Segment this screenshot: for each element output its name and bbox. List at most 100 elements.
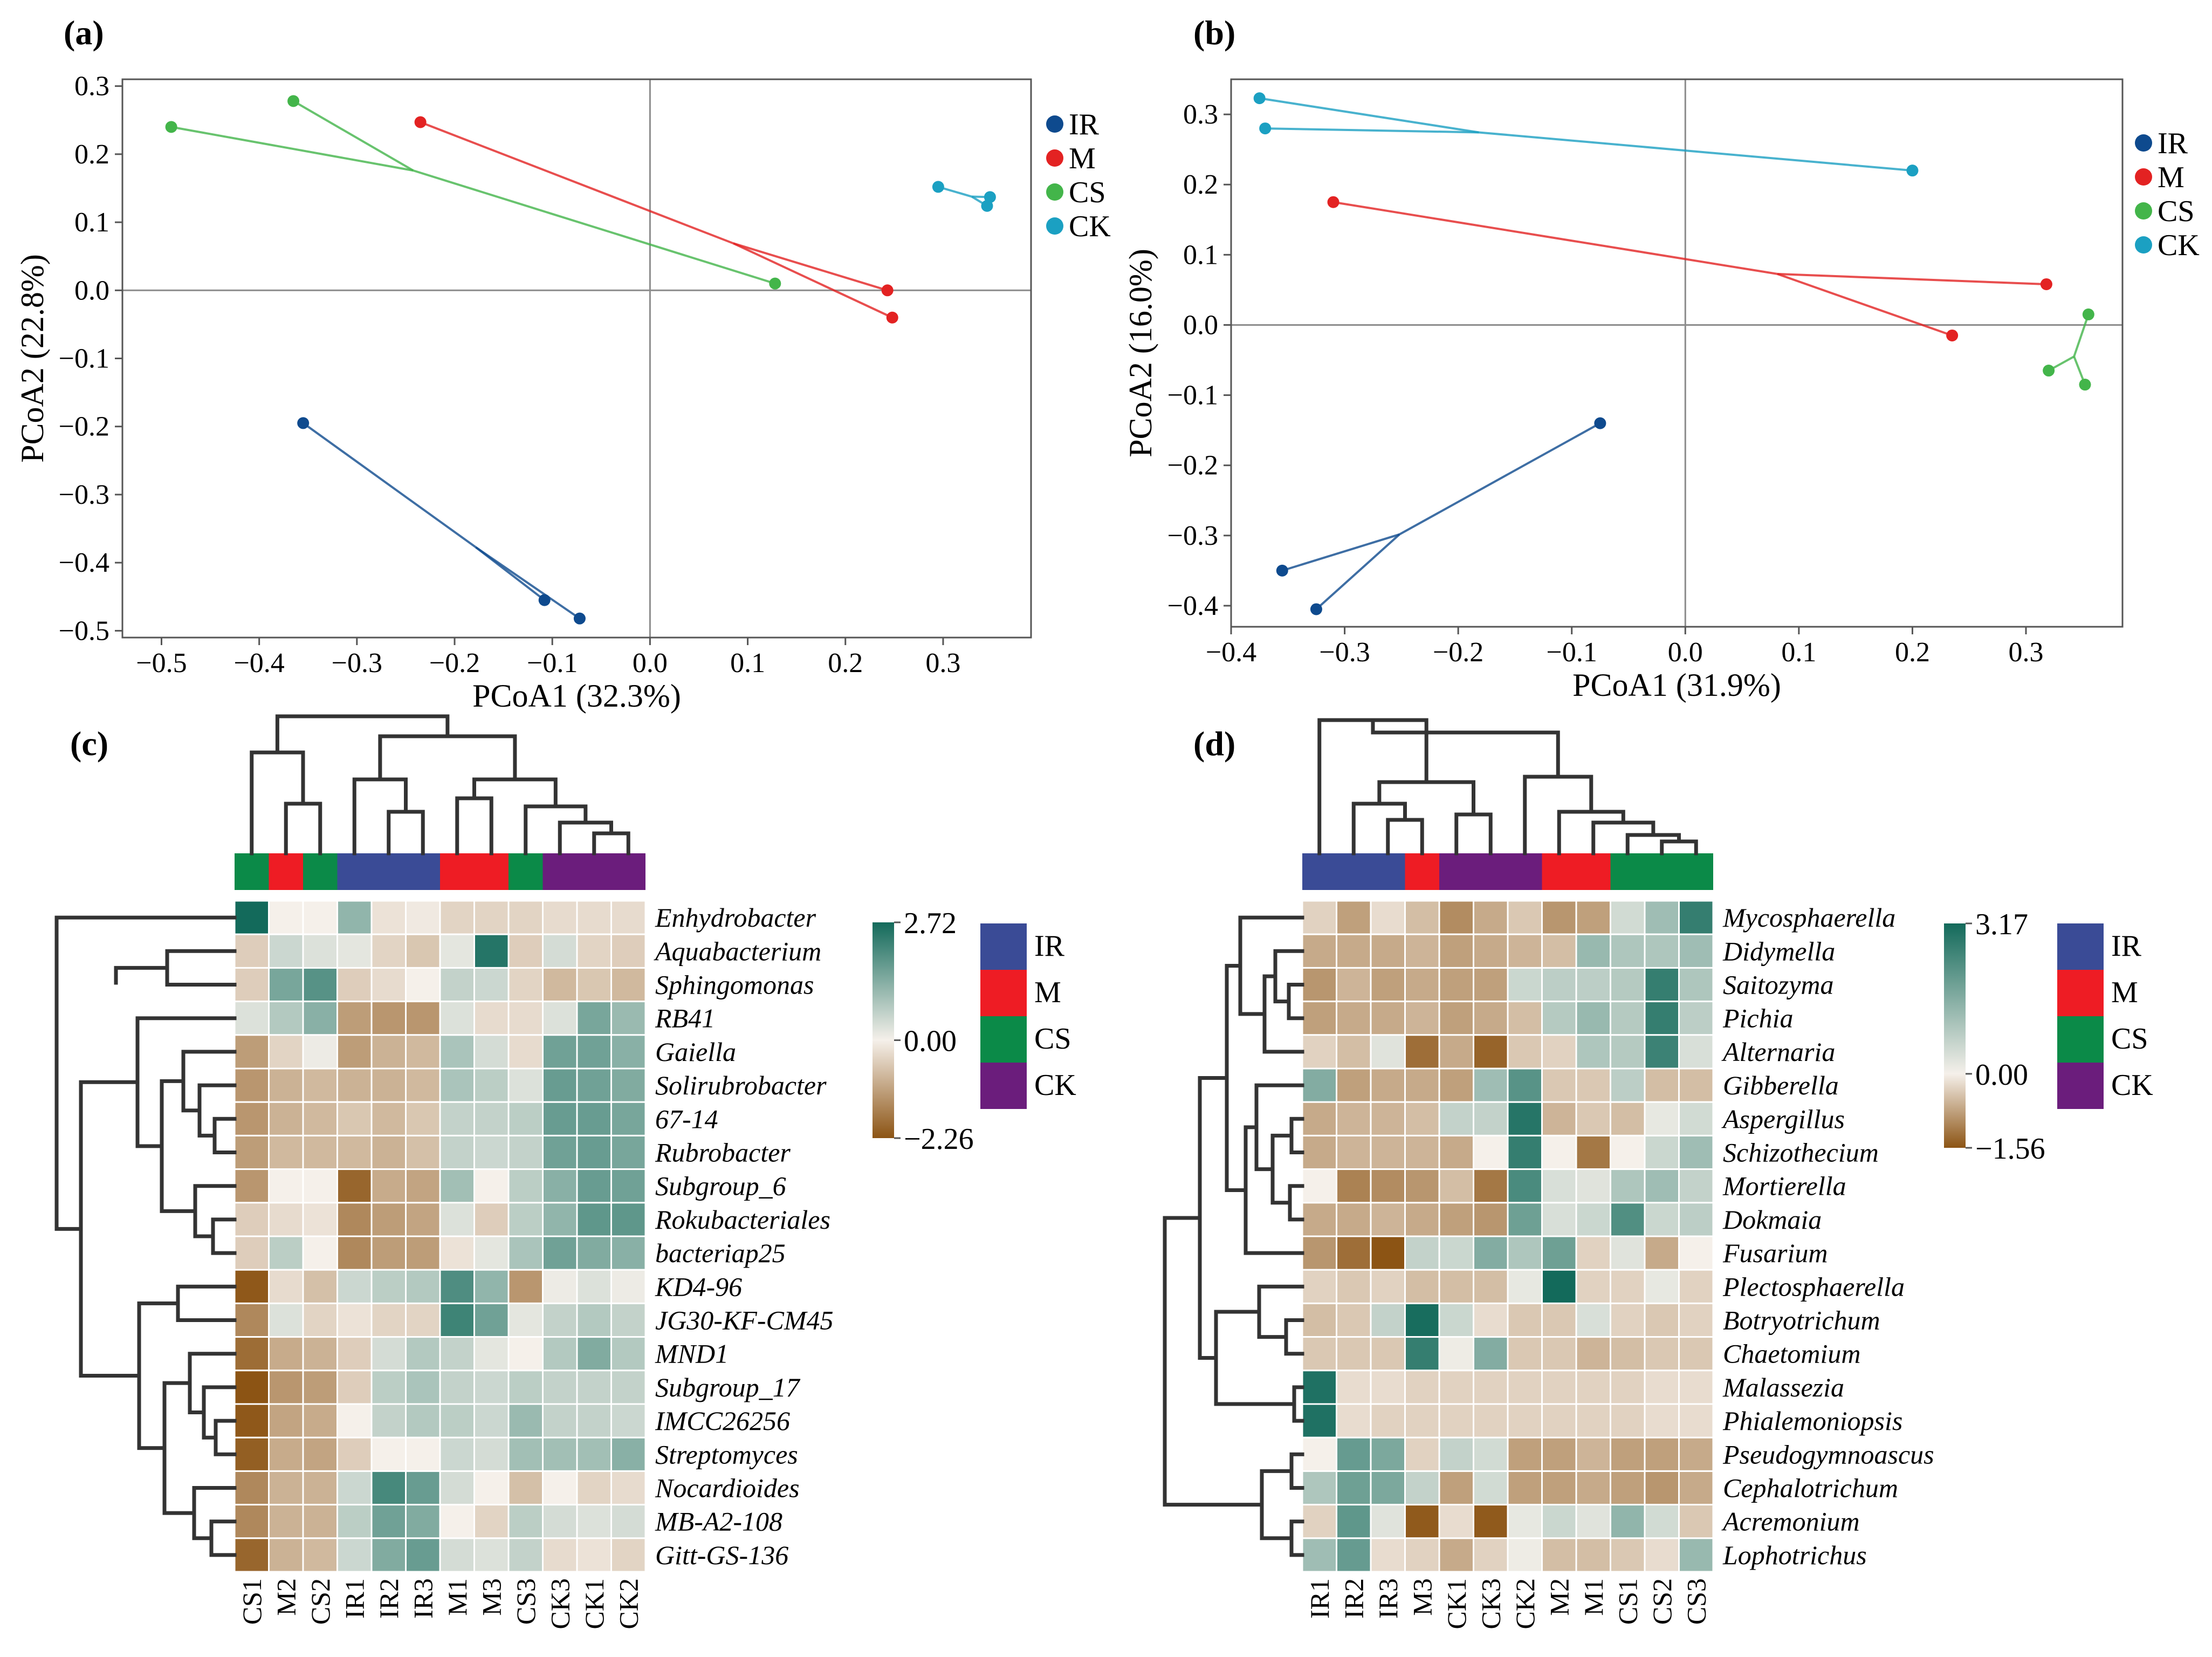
y-tick-label: −0.3 xyxy=(59,480,109,510)
heat-cell xyxy=(336,1202,373,1237)
x-tick-label: −0.3 xyxy=(332,648,382,679)
row-label: Gibberella xyxy=(1723,1070,1839,1100)
heat-cell xyxy=(610,1134,647,1170)
heat-cell xyxy=(1610,900,1646,935)
heat-cell xyxy=(1473,1269,1509,1304)
row-label: Mortierella xyxy=(1722,1171,1846,1201)
heat-cell xyxy=(233,1370,270,1405)
heat-cell xyxy=(1473,933,1509,969)
group-bar-m xyxy=(1576,853,1611,890)
heat-cell xyxy=(507,1269,544,1304)
heat-cell xyxy=(1575,1504,1611,1539)
heat-cell xyxy=(1644,1403,1680,1439)
heat-cell xyxy=(1507,1202,1543,1237)
heat-cell xyxy=(1438,1336,1474,1372)
x-tick-label: −0.5 xyxy=(136,648,187,679)
heat-cell xyxy=(507,900,544,935)
column-dendrogram xyxy=(1386,818,1424,855)
panel-label: (a) xyxy=(64,13,104,52)
column-dendrogram xyxy=(1591,820,1655,855)
heat-cell xyxy=(542,1168,578,1204)
group-bar-ir xyxy=(1302,853,1337,890)
heat-cell xyxy=(473,967,510,1003)
heat-cell xyxy=(336,1470,373,1506)
heat-cell xyxy=(1644,1336,1680,1372)
heat-cell xyxy=(542,900,578,935)
heat-cell xyxy=(1541,900,1577,935)
group-bar-cs xyxy=(303,853,338,890)
heat-cell xyxy=(233,1034,270,1070)
heat-cell xyxy=(370,933,407,969)
column-dendrogram xyxy=(1377,780,1475,817)
group-bar-m xyxy=(474,853,509,890)
heat-cell xyxy=(1336,1168,1372,1204)
heat-cell xyxy=(1507,1537,1543,1573)
heat-cell xyxy=(439,933,475,969)
x-tick-label: −0.3 xyxy=(1319,637,1370,668)
heat-cell xyxy=(542,1067,578,1103)
row-label: Mycosphaerella xyxy=(1722,902,1895,933)
row-label: Nocardioides xyxy=(655,1473,800,1503)
heat-cell xyxy=(542,1470,578,1506)
heat-cell xyxy=(1404,1101,1440,1136)
legend-label-m: M xyxy=(1034,976,1061,1009)
heat-cell xyxy=(1438,1034,1474,1070)
heat-cell xyxy=(302,1067,338,1103)
heat-cell xyxy=(542,1302,578,1338)
legend-box-m xyxy=(2057,970,2104,1016)
heat-cell xyxy=(1644,1001,1680,1036)
heat-cell xyxy=(370,1101,407,1136)
column-dendrogram xyxy=(387,810,425,855)
row-dendrogram xyxy=(1260,1469,1294,1540)
heat-cell xyxy=(302,1269,338,1304)
heat-cell xyxy=(1438,900,1474,935)
heat-cell xyxy=(268,1370,304,1405)
heat-cell xyxy=(1610,1336,1646,1372)
spider-line-ck xyxy=(1479,131,1913,172)
heat-cell xyxy=(542,1101,578,1136)
heat-cell xyxy=(370,1336,407,1372)
row-dendrogram xyxy=(114,966,169,985)
heat-cell xyxy=(268,1504,304,1539)
heat-cell xyxy=(1678,1336,1714,1372)
row-dendrogram xyxy=(1163,1216,1264,1507)
heat-cell xyxy=(1438,933,1474,969)
heat-cell xyxy=(576,1470,612,1506)
heat-cell xyxy=(233,1235,270,1271)
heat-cell xyxy=(1575,1067,1611,1103)
row-label: MND1 xyxy=(655,1339,729,1369)
heat-cell xyxy=(1541,1067,1577,1103)
heat-cell xyxy=(1678,1067,1714,1103)
heat-cell xyxy=(268,1403,304,1439)
point-m xyxy=(886,311,898,324)
legend-marker-ir xyxy=(1046,115,1063,133)
heat-cell xyxy=(1336,967,1372,1003)
point-cs xyxy=(769,277,781,290)
heat-cell xyxy=(542,1235,578,1271)
colorbar xyxy=(1944,923,1966,1148)
heat-cell xyxy=(1336,1302,1372,1338)
heat-cell xyxy=(405,1403,441,1439)
heat-cell xyxy=(1473,1537,1509,1573)
heat-cell xyxy=(1507,1403,1543,1439)
heat-cell xyxy=(507,933,544,969)
heat-cell xyxy=(610,900,647,935)
x-axis-title: PCoA1 (31.9%) xyxy=(1572,667,1781,703)
heat-cell xyxy=(473,1537,510,1573)
heat-cell xyxy=(610,1302,647,1338)
panel-label: (d) xyxy=(1193,724,1235,763)
column-label: CK1 xyxy=(579,1578,609,1629)
heat-cell xyxy=(1610,1470,1646,1506)
y-tick-label: 0.3 xyxy=(1183,99,1218,130)
heat-cell xyxy=(1438,1436,1474,1472)
panel-label: (b) xyxy=(1193,13,1235,52)
heat-cell xyxy=(1473,967,1509,1003)
heat-cell xyxy=(610,1504,647,1539)
point-cs xyxy=(287,95,300,107)
heat-cell xyxy=(302,1436,338,1472)
heat-cell xyxy=(1575,1001,1611,1036)
heat-cell xyxy=(302,967,338,1003)
heat-cell xyxy=(542,1370,578,1405)
heat-cell xyxy=(1644,1504,1680,1539)
heat-cell xyxy=(576,1134,612,1170)
